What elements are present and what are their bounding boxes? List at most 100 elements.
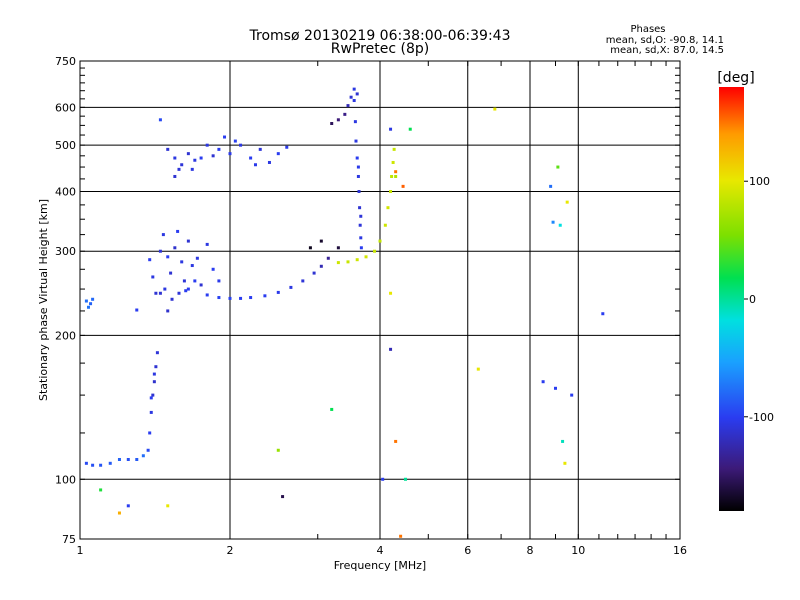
data-point [541, 380, 545, 384]
data-point [166, 309, 170, 313]
data-point [356, 174, 360, 178]
data-point [394, 170, 398, 174]
data-point [135, 457, 139, 461]
data-point [378, 239, 382, 243]
data-point [217, 147, 221, 151]
data-point [408, 127, 412, 131]
data-point [558, 223, 562, 227]
data-point [205, 143, 209, 147]
data-point [89, 302, 93, 306]
data-point [199, 156, 203, 160]
data-point [389, 189, 393, 193]
data-point [392, 147, 396, 151]
phases-x-mode: mean, sd,X: 87.0, 14.5 [610, 45, 724, 56]
data-point [99, 488, 103, 492]
x-axis-ticks: 1 2 4 6 8 10 16 [77, 61, 687, 557]
data-point [570, 393, 574, 397]
data-point [601, 312, 605, 316]
data-point [381, 477, 385, 481]
data-point [223, 135, 227, 139]
data-point [493, 107, 497, 111]
data-point [386, 206, 390, 210]
data-point [389, 347, 393, 351]
data-point [326, 256, 330, 260]
data-point [195, 256, 199, 260]
data-point [383, 223, 387, 227]
data-point [364, 255, 368, 259]
data-point [152, 380, 156, 384]
data-point [163, 287, 167, 291]
data-point [177, 291, 181, 295]
data-point [359, 214, 363, 218]
data-point [108, 461, 112, 465]
data-point [91, 297, 95, 301]
data-point [126, 457, 130, 461]
colorbar-tick-label: 100 [749, 175, 770, 188]
y-tick-label: 600 [55, 101, 76, 114]
grid [80, 61, 680, 539]
data-point [158, 249, 162, 253]
plot-area: 1 2 4 6 8 10 16 75 100 200 300 400 500 600 750 [55, 55, 687, 557]
colorbar-tick-label: -100 [749, 411, 774, 424]
data-point [401, 184, 405, 188]
phases-o-mode: mean, sd,O: -90.8, 14.1 [606, 35, 724, 46]
data-point [355, 258, 359, 262]
data-point [390, 174, 394, 178]
data-point [353, 120, 357, 124]
data-point [276, 290, 280, 294]
data-point [276, 448, 280, 452]
data-point [336, 246, 340, 250]
data-point [336, 261, 340, 265]
y-tick-label: 500 [55, 139, 76, 152]
y-tick-label: 400 [55, 185, 76, 198]
x-tick-label: 2 [227, 544, 234, 557]
y-tick-label: 750 [55, 55, 76, 68]
data-point [154, 365, 158, 369]
data-point [166, 504, 170, 508]
x-tick-label: 1 [77, 544, 84, 557]
data-point [205, 293, 209, 297]
data-point [148, 258, 152, 262]
data-point [319, 239, 323, 243]
data-point [135, 308, 139, 312]
data-point [258, 147, 262, 151]
data-point [158, 291, 162, 295]
data-point [267, 160, 271, 164]
data-point [199, 283, 203, 287]
colorbar-gradient [719, 87, 744, 511]
data-point [289, 285, 293, 289]
data-point [186, 239, 190, 243]
data-point [166, 147, 170, 151]
x-tick-label: 4 [377, 544, 384, 557]
data-point [394, 439, 398, 443]
data-point [389, 127, 393, 131]
data-point [399, 534, 403, 538]
data-point [551, 220, 555, 224]
data-point [86, 305, 90, 309]
data-point [117, 511, 121, 515]
data-point [149, 410, 153, 414]
data-point [228, 296, 232, 300]
data-point [358, 223, 362, 227]
data-point [352, 99, 356, 103]
data-point [263, 294, 267, 298]
data-point [281, 495, 285, 499]
data-point [193, 158, 197, 162]
x-tick-label: 16 [673, 544, 687, 557]
data-point [217, 279, 221, 283]
data-point [346, 260, 350, 264]
data-point [99, 463, 103, 467]
data-point [285, 145, 289, 149]
data-point [173, 174, 177, 178]
data-point [149, 396, 153, 400]
y-tick-label: 100 [55, 473, 76, 486]
colorbar-label: [deg] [717, 70, 754, 86]
data-point [154, 291, 158, 295]
data-point [239, 143, 243, 147]
chart-subtitle: RwPretec (8p) [331, 41, 429, 57]
data-point [166, 255, 170, 259]
data-point [184, 289, 188, 293]
y-tick-label: 300 [55, 245, 76, 258]
data-point [355, 92, 359, 96]
data-point [253, 163, 257, 167]
